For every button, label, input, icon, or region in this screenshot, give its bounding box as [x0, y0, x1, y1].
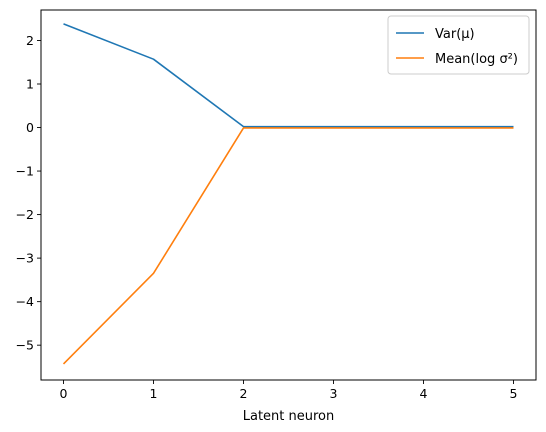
x-tick-label: 0 [60, 386, 68, 401]
series-line-var-mu [63, 23, 514, 128]
legend-label-var-mu: Var(μ) [435, 27, 475, 42]
y-tick-label: 0 [26, 120, 34, 135]
y-tick-label: −4 [16, 294, 34, 309]
y-tick-label: 1 [26, 77, 34, 92]
x-tick-label: 4 [420, 386, 428, 401]
legend-box [387, 15, 530, 75]
legend-label-mean-log-sigma2: Mean(log σ²) [435, 52, 518, 67]
series-line-mean-log-sigma2 [62, 127, 514, 365]
x-tick-label: 2 [240, 386, 248, 401]
x-axis-ticks: 0 1 2 3 4 5 [60, 380, 518, 401]
y-axis-ticks: 2 1 0 −1 −2 −3 −4 −5 [16, 33, 41, 353]
y-tick-label: −5 [16, 338, 34, 353]
x-axis-label: Latent neuron [243, 409, 335, 424]
x-tick-label: 3 [330, 386, 338, 401]
y-tick-label: −2 [16, 207, 34, 222]
x-tick-label: 1 [150, 386, 158, 401]
plot-frame [40, 9, 537, 381]
series-layer [62, 23, 514, 365]
y-tick-label: 2 [26, 33, 34, 48]
x-tick-label: 5 [510, 386, 518, 401]
y-tick-label: −3 [16, 251, 34, 266]
legend: Var(μ) Mean(log σ²) [387, 15, 530, 75]
y-tick-label: −1 [16, 164, 34, 179]
